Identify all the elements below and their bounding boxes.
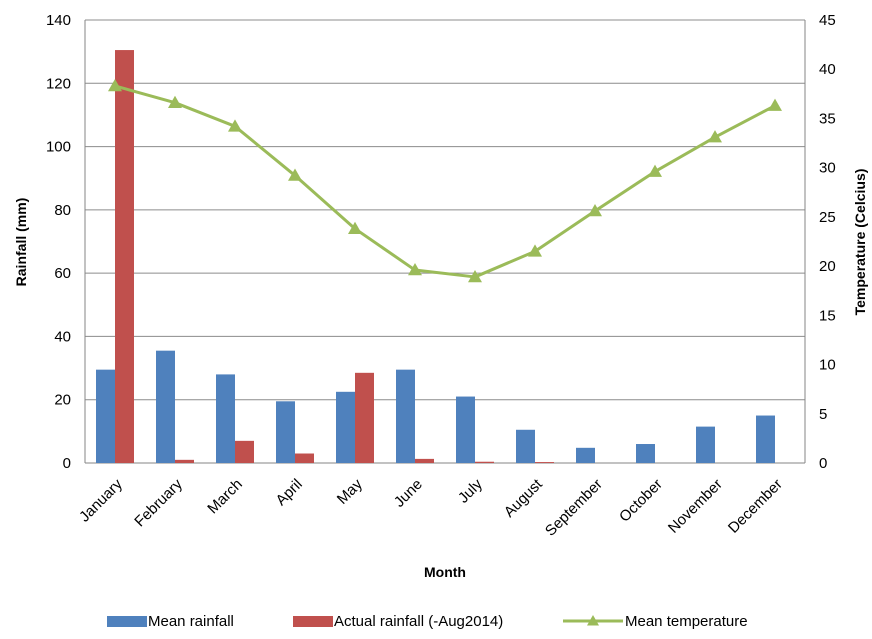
x-tick-label: January (76, 475, 126, 525)
x-tick-label: September (542, 476, 606, 540)
x-tick-label: October (616, 476, 666, 526)
y-tick-label-right: 5 (819, 406, 827, 423)
actual-rainfall-bar (355, 372, 374, 463)
x-tick-label: December (725, 476, 786, 537)
actual-rainfall-bar (235, 440, 254, 463)
x-axis: January February March April May June July Augu… (76, 475, 786, 539)
mean-rainfall-bar (276, 401, 295, 463)
x-tick-label: November (665, 476, 726, 537)
x-tick-label: July (455, 475, 486, 506)
x-tick-label: May (334, 475, 366, 507)
bars (96, 50, 775, 463)
y-tick-label-left: 100 (46, 139, 71, 156)
mean-rainfall-bar (696, 426, 715, 463)
x-tick-label: June (391, 476, 426, 511)
line-series (108, 78, 782, 283)
mean-temperature-point (708, 130, 722, 143)
y-tick-label-left: 40 (54, 328, 71, 345)
y-tick-label-left: 140 (46, 12, 71, 29)
mean-rainfall-bar (576, 447, 595, 463)
mean-rainfall-bar (456, 396, 475, 463)
mean-rainfall-bar (636, 444, 655, 463)
y-axis-right: 0 5 10 15 20 25 30 35 40 45 (819, 12, 836, 472)
mean-rainfall-bar (756, 415, 775, 463)
y-tick-label-right: 35 (819, 110, 836, 127)
legend-swatch-marker (587, 615, 599, 626)
legend-item-actual-rainfall: Actual rainfall (-Aug2014) (293, 613, 503, 630)
mean-temperature-point (168, 95, 182, 108)
actual-rainfall-bar (415, 458, 434, 463)
mean-rainfall-bar (96, 369, 115, 463)
mean-temperature-point (468, 269, 482, 283)
mean-rainfall-bar (216, 374, 235, 463)
mean-rainfall-bar (336, 391, 355, 463)
y-axis-left: 0 20 40 60 80 100 120 140 (46, 12, 71, 472)
x-tick-label: February (131, 475, 186, 530)
y-tick-label-right: 20 (819, 258, 836, 275)
mean-temperature-point (528, 244, 542, 257)
mean-temperature-line (114, 84, 776, 279)
y-axis-title-left: Rainfall (mm) (13, 198, 29, 287)
x-axis-title: Month (424, 564, 466, 580)
x-tick-label: August (501, 475, 547, 521)
y-tick-label-left: 20 (54, 392, 71, 409)
y-tick-label-right: 45 (819, 12, 836, 29)
y-tick-label-right: 15 (819, 307, 836, 324)
x-tick-label: April (273, 476, 306, 509)
legend-label: Actual rainfall (-Aug2014) (334, 613, 503, 630)
mean-temperature-point (348, 221, 362, 234)
legend: Mean rainfall Actual rainfall (-Aug2014) M… (107, 613, 748, 630)
legend-label: Mean rainfall (148, 613, 234, 630)
legend-label: Mean temperature (625, 613, 748, 630)
legend-item-mean-rainfall: Mean rainfall (107, 613, 234, 630)
y-tick-label-right: 10 (819, 357, 836, 374)
mean-temperature-point (288, 168, 302, 181)
mean-temperature-point (408, 263, 422, 276)
actual-rainfall-bar (475, 461, 494, 463)
actual-rainfall-bar (175, 459, 194, 463)
y-tick-label-left: 0 (63, 455, 71, 472)
actual-rainfall-bar (535, 462, 554, 463)
mean-temperature-point (588, 203, 602, 217)
actual-rainfall-bar (295, 453, 314, 463)
y-tick-label-left: 80 (54, 202, 71, 219)
mean-temperature-point (768, 98, 782, 111)
mean-temperature-point (228, 119, 242, 132)
y-tick-label-left: 60 (54, 265, 71, 282)
y-tick-label-left: 120 (46, 75, 71, 92)
y-tick-label-right: 25 (819, 209, 836, 226)
mean-rainfall-bar (516, 429, 535, 463)
y-tick-label-right: 0 (819, 455, 827, 472)
y-tick-label-right: 40 (819, 61, 836, 78)
mean-rainfall-bar (156, 350, 175, 463)
actual-rainfall-bar (115, 50, 134, 463)
legend-swatch (293, 616, 333, 627)
mean-temperature-point (648, 164, 662, 177)
mean-temperature-point (108, 78, 122, 92)
legend-item-mean-temperature: Mean temperature (563, 613, 748, 630)
y-axis-title-right: Temperature (Celcius) (852, 169, 868, 316)
y-tick-label-right: 30 (819, 160, 836, 177)
legend-swatch (107, 616, 147, 627)
mean-rainfall-bar (396, 369, 415, 463)
x-tick-label: March (204, 476, 245, 517)
gridlines (84, 19, 806, 464)
